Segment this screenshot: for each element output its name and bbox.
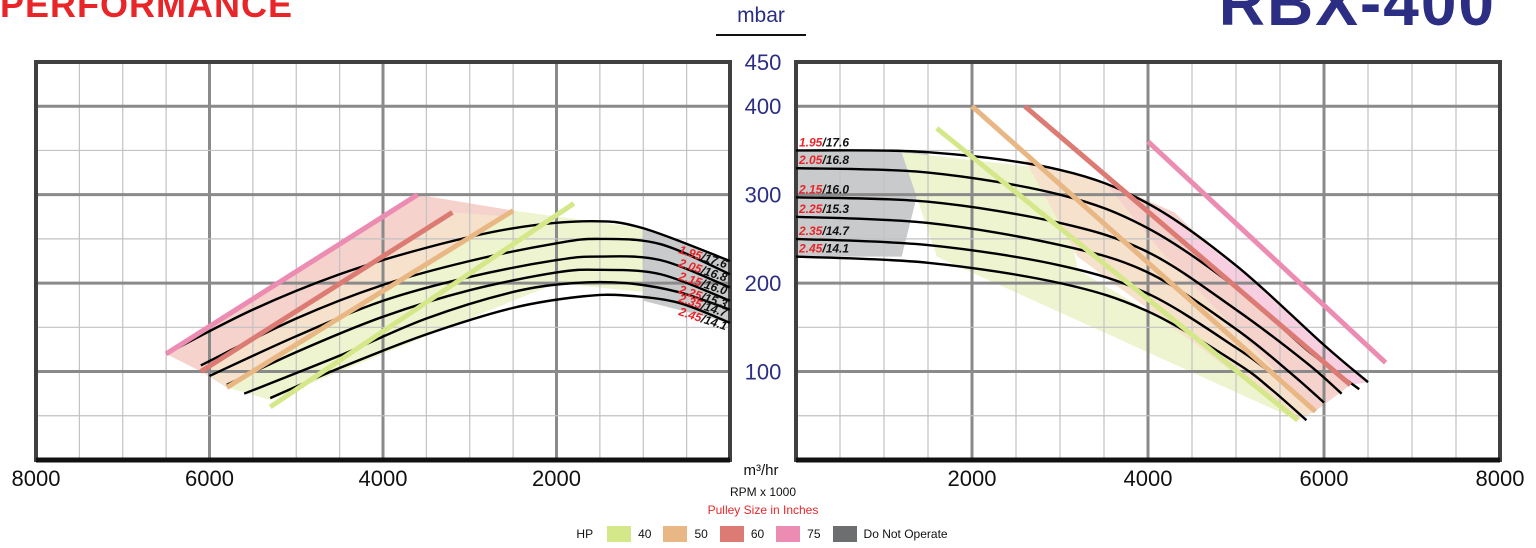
pulley-size-label: Pulley Size in Inches: [707, 503, 819, 517]
x-unit-label: m³/hr: [743, 462, 779, 479]
curve-label-right-2.35: 2.35/14.7: [798, 224, 850, 238]
legend-title: HP: [576, 527, 594, 541]
hp-line-left-60: [199, 210, 454, 374]
zone-right-50: [1024, 159, 1316, 421]
chart-labels: 1.95/17.6 2.05/16.8 2.15/16.0 2.25/15.3 2.35…: [12, 50, 1525, 491]
curve-label-pulley-right-2.25: 2.25: [798, 202, 823, 216]
curve-label-pulley-right-2.45: 2.45: [798, 242, 823, 256]
rpm-label: RPM x 1000: [729, 485, 797, 499]
legend-label-do-not-operate: Do Not Operate: [863, 527, 948, 541]
y-unit-label: mbar: [737, 4, 785, 27]
legend-item-do-not-operate: Do Not Operate: [832, 526, 948, 542]
legend-label-50: 50: [694, 527, 708, 541]
legend-swatch-50: [663, 526, 688, 542]
legend-label-75: 75: [807, 527, 821, 541]
hp-line-right-50: [970, 104, 1317, 414]
curve-label-rpm-right-2.15: /16.0: [821, 182, 849, 196]
legend-item-50: 50: [663, 526, 708, 542]
y-tick-200: 200: [745, 271, 782, 296]
zone-left-40: [226, 210, 644, 400]
hp-line-left-40: [268, 201, 576, 410]
curve-label-rpm-right-2.05: /16.8: [821, 153, 849, 167]
curve-label-rpm-right-1.95: /17.6: [821, 135, 849, 149]
curve-left-2.05: [200, 237, 731, 367]
curve-label-rpm-right-2.45: /14.1: [821, 242, 849, 256]
y-unit-rule: [716, 34, 806, 36]
y-tick-450: 450: [745, 50, 782, 75]
x-tick-left-2000: 2000: [532, 466, 581, 491]
legend-swatch-60: [719, 526, 744, 542]
curve-label-pulley-left-1.95: 1.95: [677, 243, 704, 264]
page-title-left: PERFORMANCE: [0, 0, 294, 25]
x-tick-left-8000: 8000: [12, 466, 61, 491]
x-tick-right-4000: 4000: [1124, 466, 1173, 491]
curve-label-pulley-right-2.05: 2.05: [798, 153, 823, 167]
zone-right-no-operate: [796, 150, 928, 257]
x-tick-left-4000: 4000: [359, 466, 408, 491]
curve-label-right-1.95: 1.95/17.6: [799, 135, 849, 149]
x-tick-right-8000: 8000: [1476, 466, 1525, 491]
legend-label-40: 40: [638, 527, 652, 541]
hp-line-left-50: [225, 208, 515, 390]
curve-right-2.25: [795, 215, 1325, 404]
curve-right-2.45: [795, 255, 1308, 422]
chart-grid: [34, 60, 1502, 463]
legend-swatch-40: [607, 526, 632, 542]
curve-label-right-2.05: 2.05/16.8: [798, 153, 849, 167]
zone-right-75: [1148, 203, 1368, 385]
hp-line-right-75: [1146, 139, 1388, 365]
x-tick-right-2000: 2000: [948, 466, 997, 491]
hp-legend: HP 40 50 60 75 Do Not Operate: [0, 526, 1536, 542]
hp-line-right-40: [935, 126, 1300, 423]
curve-label-rpm-right-2.35: /14.7: [821, 224, 850, 238]
curve-left-2.15: [208, 255, 731, 378]
legend-item-60: 60: [719, 526, 765, 542]
legend-swatch-75: [776, 526, 801, 542]
legend-label-60: 60: [750, 527, 765, 541]
curve-label-rpm-right-2.25: /15.3: [821, 202, 849, 216]
x-tick-left-6000: 6000: [185, 466, 234, 491]
curve-left-1.95: [165, 219, 731, 355]
curve-label-right-2.45: 2.45/14.1: [798, 242, 849, 256]
y-tick-100: 100: [745, 360, 782, 385]
curve-left-2.35: [243, 280, 731, 395]
legend-swatch-do-not-operate: [832, 526, 857, 542]
x-tick-right-6000: 6000: [1300, 466, 1349, 491]
curve-label-right-2.15: 2.15/16.0: [798, 182, 849, 196]
y-tick-400: 400: [745, 94, 782, 119]
y-tick-300: 300: [745, 183, 782, 208]
model-title: RBX-400: [1218, 0, 1496, 39]
curve-right-1.95: [795, 149, 1369, 384]
curve-label-right-2.25: 2.25/15.3: [798, 202, 849, 216]
curve-left-2.45: [269, 293, 731, 400]
curve-label-pulley-right-2.35: 2.35: [798, 224, 823, 238]
hp-line-right-60: [1023, 104, 1353, 387]
curve-label-pulley-right-1.95: 1.95: [799, 135, 823, 149]
zone-right-40: [901, 152, 1298, 421]
curve-left-2.25: [226, 268, 731, 386]
legend-item-40: 40: [607, 526, 651, 542]
curve-label-pulley-right-2.15: 2.15: [798, 182, 823, 196]
legend-item-75: 75: [776, 526, 821, 542]
curve-right-2.15: [795, 196, 1343, 395]
hp-line-left-75: [164, 192, 420, 356]
hp-limit-lines: [164, 104, 1388, 423]
